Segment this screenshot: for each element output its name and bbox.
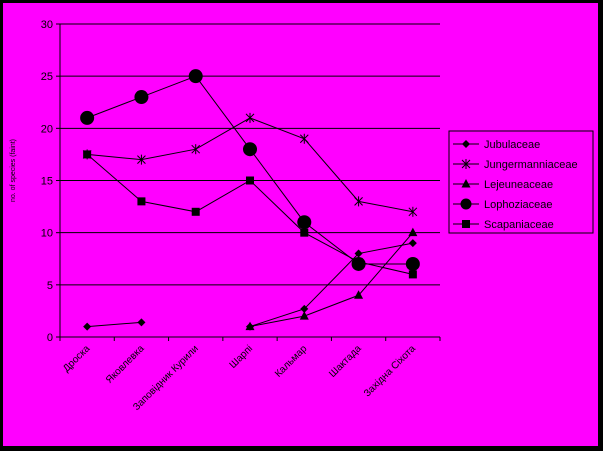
y-tick-label: 15 <box>41 176 53 188</box>
legend <box>448 130 594 234</box>
data-point-jubulaceae <box>137 318 146 327</box>
x-tick-label: Західна Сіхота <box>362 343 418 399</box>
legend-marker-lophoziaceae <box>460 198 472 210</box>
data-point-jungermanniaceae <box>245 112 255 123</box>
data-point-jungermanniaceae <box>299 133 309 144</box>
series-line-lophoziaceae <box>86 75 413 265</box>
x-tick-label: Шарпі <box>228 343 256 371</box>
y-tick-label: 25 <box>41 71 53 83</box>
data-point-scapaniaceae <box>354 257 363 266</box>
data-point-jubulaceae <box>300 304 309 313</box>
x-tick-label: Шактада <box>327 343 364 380</box>
data-point-scapaniaceae <box>137 197 146 206</box>
data-point-scapaniaceae <box>408 270 417 279</box>
series-line-jubulaceae <box>249 242 413 328</box>
data-point-lophoziaceae <box>243 142 257 157</box>
data-point-lejeuneaceae <box>354 290 364 299</box>
y-tick-label: 20 <box>41 123 53 135</box>
legend-label-lejeuneaceae: Lejeuneaceae <box>484 179 553 191</box>
data-point-jubulaceae <box>408 239 417 248</box>
y-tick-label: 10 <box>41 228 53 240</box>
legend-marker-lejeuneaceae <box>461 179 471 188</box>
data-point-lophoziaceae <box>134 90 149 105</box>
data-point-jubulaceae <box>83 322 92 331</box>
data-point-lejeuneaceae <box>245 321 255 331</box>
legend-label-jubulaceae: Jubulaceae <box>484 139 540 151</box>
legend-label-lophoziaceae: Lophoziaceae <box>484 199 553 211</box>
y-axis-label: no. of species (faint) <box>10 139 17 202</box>
y-tick-label: 30 <box>41 19 53 31</box>
legend-label-jungermanniaceae: Jungermanniaceae <box>484 159 578 171</box>
data-point-lejeuneaceae <box>408 227 418 237</box>
data-point-lophoziaceae <box>297 215 312 230</box>
y-tick-label: 5 <box>47 280 53 292</box>
y-tick-label: 0 <box>47 332 53 344</box>
series-line-jubulaceae <box>87 321 142 328</box>
series-line-scapaniaceae <box>86 154 413 275</box>
legend-label-scapaniaceae: Scapaniaceae <box>484 219 554 231</box>
data-point-jubulaceae <box>354 249 363 258</box>
data-point-scapaniaceae <box>246 176 254 185</box>
data-point-scapaniaceae <box>191 207 200 216</box>
data-point-jungermanniaceae <box>137 154 146 165</box>
data-point-jungermanniaceae <box>408 206 418 217</box>
data-point-jungermanniaceae <box>191 144 201 155</box>
legend-marker-jubulaceae <box>462 140 470 148</box>
data-point-lejeuneaceae <box>299 311 309 320</box>
legend-marker-scapaniaceae <box>462 220 470 228</box>
x-tick-label: Яковлевка <box>104 343 147 386</box>
series-line-jungermanniaceae <box>87 117 413 213</box>
data-point-scapaniaceae <box>300 228 309 237</box>
x-tick-label: Дроска <box>61 343 92 374</box>
x-tick-label: Кальмар <box>273 343 310 380</box>
data-point-scapaniaceae <box>83 150 92 159</box>
data-point-jungermanniaceae <box>354 196 363 207</box>
legend-marker-jungermanniaceae <box>461 159 471 169</box>
data-point-lophoziaceae <box>80 110 95 125</box>
data-point-lophoziaceae <box>405 256 420 271</box>
data-point-lophoziaceae <box>188 69 203 84</box>
